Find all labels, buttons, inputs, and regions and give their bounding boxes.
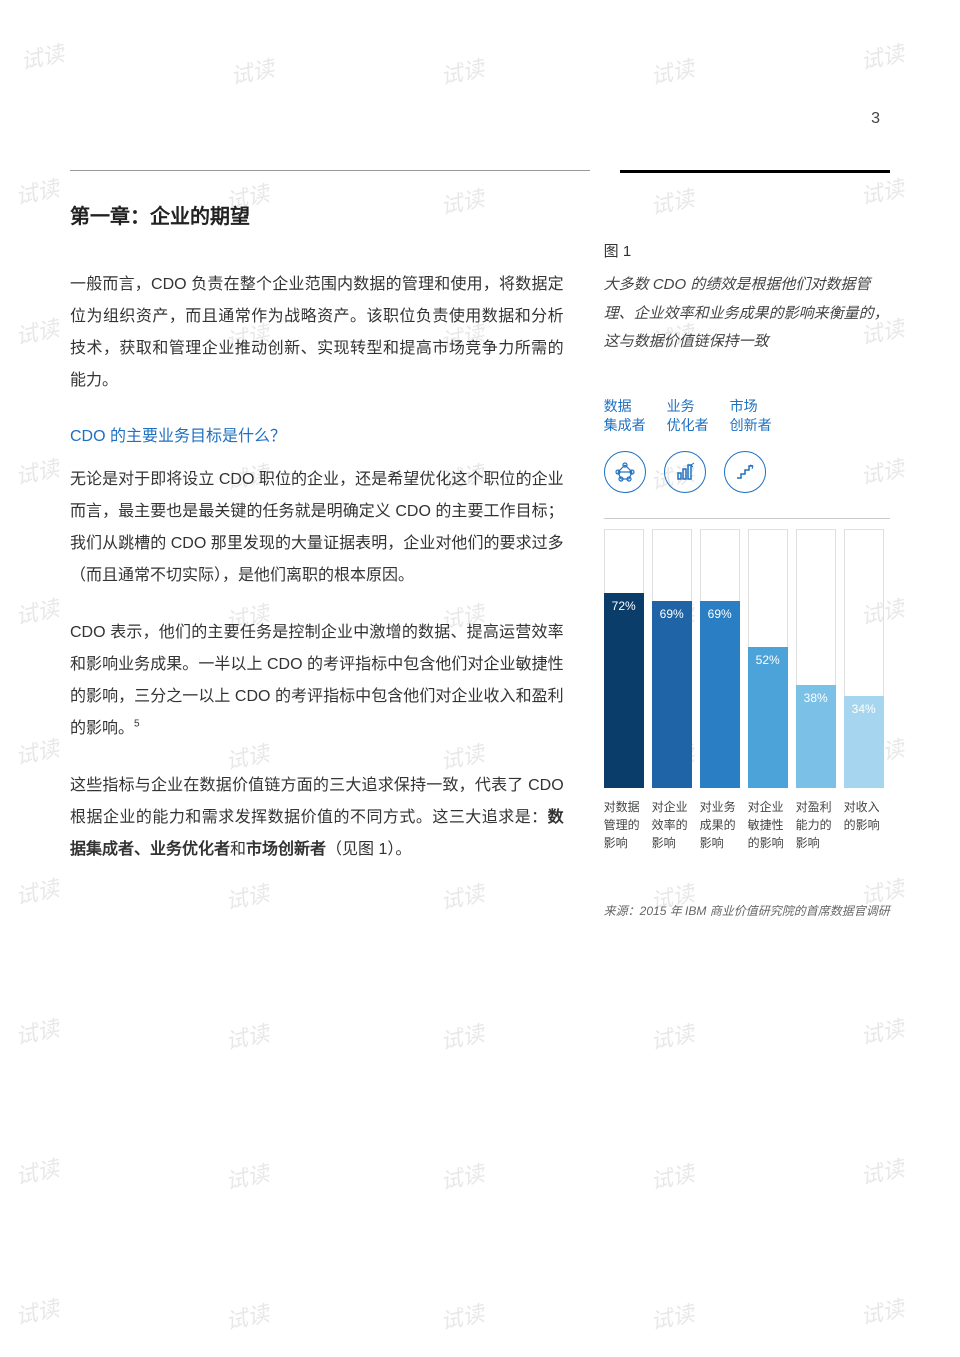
x-axis-label: 对企业效率的影响 <box>652 798 692 852</box>
figure-label: 图 1 <box>604 240 890 261</box>
sub-heading: CDO 的主要业务目标是什么？ <box>70 422 564 446</box>
para-4-tail: （见图 1）。 <box>326 841 411 858</box>
x-axis-label: 对盈利能力的影响 <box>796 798 836 852</box>
bar-wrap: 38% <box>796 529 836 788</box>
para-2: 无论是对于即将设立 CDO 职位的企业，还是希望优化这个职位的企业而言，最主要也… <box>70 464 564 592</box>
bar-value-label: 38% <box>796 691 836 705</box>
para-4: 这些指标与企业在数据价值链方面的三大追求保持一致，代表了 CDO 根据企业的能力… <box>70 770 564 866</box>
bar-chart: 72% 69% 69% 52% 38% 34% <box>604 518 890 788</box>
bar-wrap: 69% <box>700 529 740 788</box>
watermark: 试读 <box>437 1156 487 1196</box>
footnote-ref: 5 <box>134 719 140 730</box>
watermark: 试读 <box>437 1016 487 1056</box>
chapter-title: 第一章：企业的期望 <box>70 200 564 229</box>
network-icon <box>604 451 646 493</box>
bar: 34% <box>844 696 884 788</box>
bar-value-label: 72% <box>604 599 644 613</box>
para-3: CDO 表示，他们的主要任务是控制企业中激增的数据、提高运营效率和影响业务成果。… <box>70 617 564 745</box>
para-4-bold2: 市场创新者 <box>246 841 326 858</box>
x-axis-label: 对业务成果的影响 <box>700 798 740 852</box>
chart-icon <box>664 451 706 493</box>
x-axis-label: 对收入的影响 <box>844 798 884 852</box>
watermark: 试读 <box>222 1156 272 1196</box>
bar-wrap: 34% <box>844 529 884 788</box>
figure-caption: 大多数 CDO 的绩效是根据他们对数据管理、企业效率和业务成果的影响来衡量的，这… <box>604 271 890 357</box>
watermark: 试读 <box>12 311 62 351</box>
para-4-lead: 这些指标与企业在数据价值链方面的三大追求保持一致，代表了 CDO 根据企业的能力… <box>70 777 564 826</box>
bar-wrap: 52% <box>748 529 788 788</box>
x-axis-labels: 对数据管理的影响对企业效率的影响对业务成果的影响对企业敏捷性的影响对盈利能力的影… <box>604 798 890 852</box>
group-label: 业务 优化者 <box>667 397 712 436</box>
watermark: 试读 <box>12 1291 62 1331</box>
watermark: 试读 <box>647 1016 697 1056</box>
watermark: 试读 <box>647 1296 697 1336</box>
bar-value-label: 34% <box>844 702 884 716</box>
watermark: 试读 <box>12 591 62 631</box>
right-column: 图 1 大多数 CDO 的绩效是根据他们对数据管理、企业效率和业务成果的影响来衡… <box>604 200 890 919</box>
group-label: 市场 创新者 <box>730 397 775 436</box>
figure-source: 来源：2015 年 IBM 商业价值研究院的首席数据官调研 <box>604 902 890 919</box>
bar-wrap: 72% <box>604 529 644 788</box>
watermark: 试读 <box>12 451 62 491</box>
x-axis-label: 对企业敏捷性的影响 <box>748 798 788 852</box>
icons-row <box>604 451 890 493</box>
watermark: 试读 <box>12 1151 62 1191</box>
stairs-icon <box>724 451 766 493</box>
watermark: 试读 <box>857 1011 907 1051</box>
bar: 52% <box>748 647 788 787</box>
left-column: 第一章：企业的期望 一般而言，CDO 负责在整个企业范围内数据的管理和使用，将数… <box>70 200 564 919</box>
rule-right <box>620 170 890 173</box>
rule-left <box>70 170 590 171</box>
bar: 69% <box>700 601 740 787</box>
para-3-text: CDO 表示，他们的主要任务是控制企业中激增的数据、提高运营效率和影响业务成果。… <box>70 624 564 737</box>
watermark: 试读 <box>857 1291 907 1331</box>
watermark: 试读 <box>12 171 62 211</box>
watermark: 试读 <box>12 871 62 911</box>
bar-value-label: 69% <box>700 607 740 621</box>
watermark: 试读 <box>857 1151 907 1191</box>
watermark: 试读 <box>12 731 62 771</box>
x-axis-label: 对数据管理的影响 <box>604 798 644 852</box>
group-labels: 数据 集成者业务 优化者市场 创新者 <box>604 397 890 436</box>
bar: 38% <box>796 685 836 788</box>
bar-wrap: 69% <box>652 529 692 788</box>
watermark: 试读 <box>647 1156 697 1196</box>
watermark: 试读 <box>222 1296 272 1336</box>
watermark: 试读 <box>12 1011 62 1051</box>
watermark: 试读 <box>222 1016 272 1056</box>
bar: 69% <box>652 601 692 787</box>
bar: 72% <box>604 593 644 787</box>
bar-value-label: 69% <box>652 607 692 621</box>
para-intro: 一般而言，CDO 负责在整个企业范围内数据的管理和使用，将数据定位为组织资产，而… <box>70 269 564 397</box>
watermark: 试读 <box>437 1296 487 1336</box>
page-number: 3 <box>871 110 880 128</box>
group-label: 数据 集成者 <box>604 397 649 436</box>
para-4-mid: 和 <box>230 841 246 858</box>
bar-value-label: 52% <box>748 653 788 667</box>
